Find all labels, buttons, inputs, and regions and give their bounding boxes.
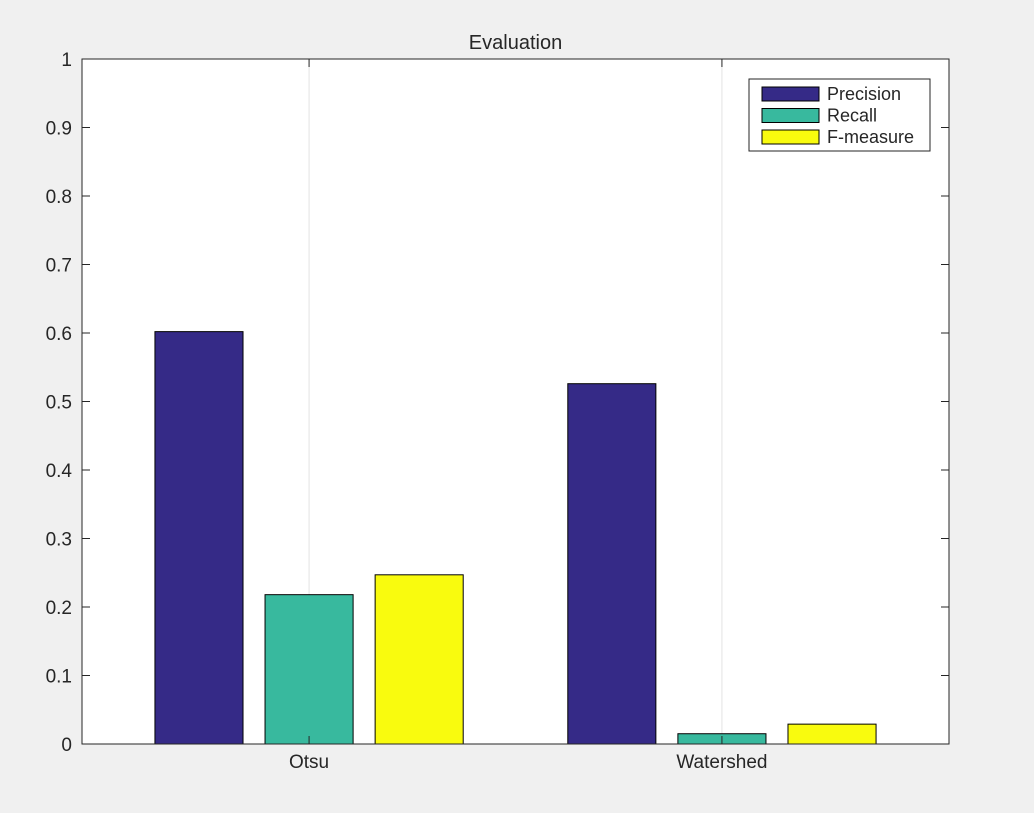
- y-tick-label: 0.8: [46, 187, 72, 208]
- y-tick-label: 0.9: [46, 119, 72, 140]
- legend-label: Precision: [827, 84, 901, 104]
- y-tick-label: 0.5: [46, 393, 72, 414]
- bar-precision-otsu: [154, 331, 244, 745]
- y-tick-label: 0.7: [46, 256, 72, 277]
- x-tick-label: Otsu: [289, 752, 329, 773]
- y-tick-labels: 0 0.1 0.2 0.3 0.4 0.5 0.6 0.7 0.8 0.9 1: [46, 50, 73, 756]
- chart-title: Evaluation: [469, 32, 562, 54]
- y-tick-label: 0.1: [46, 667, 72, 688]
- x-tick-label: Watershed: [676, 752, 767, 773]
- ticks: [82, 58, 949, 745]
- bars: [154, 331, 877, 745]
- bar-f-measure-otsu: [374, 574, 464, 745]
- legend-swatch: [761, 86, 820, 102]
- y-tick-label: 0.3: [46, 530, 72, 551]
- bar-precision-watershed: [567, 383, 657, 745]
- y-tick-label: 1: [61, 50, 72, 71]
- y-tick-label: 0.6: [46, 324, 72, 345]
- bar-recall-otsu: [264, 594, 354, 745]
- y-tick-label: 0.2: [46, 598, 72, 619]
- legend-label: Recall: [827, 106, 877, 126]
- legend-label: F-measure: [827, 127, 914, 147]
- bar-f-measure-watershed: [787, 723, 877, 745]
- legend-swatch: [761, 108, 820, 123]
- x-tick-labels: Otsu Watershed: [289, 752, 768, 773]
- y-tick-label: 0: [61, 735, 72, 756]
- y-tick-label: 0.4: [46, 461, 73, 482]
- legend-swatch: [761, 129, 820, 145]
